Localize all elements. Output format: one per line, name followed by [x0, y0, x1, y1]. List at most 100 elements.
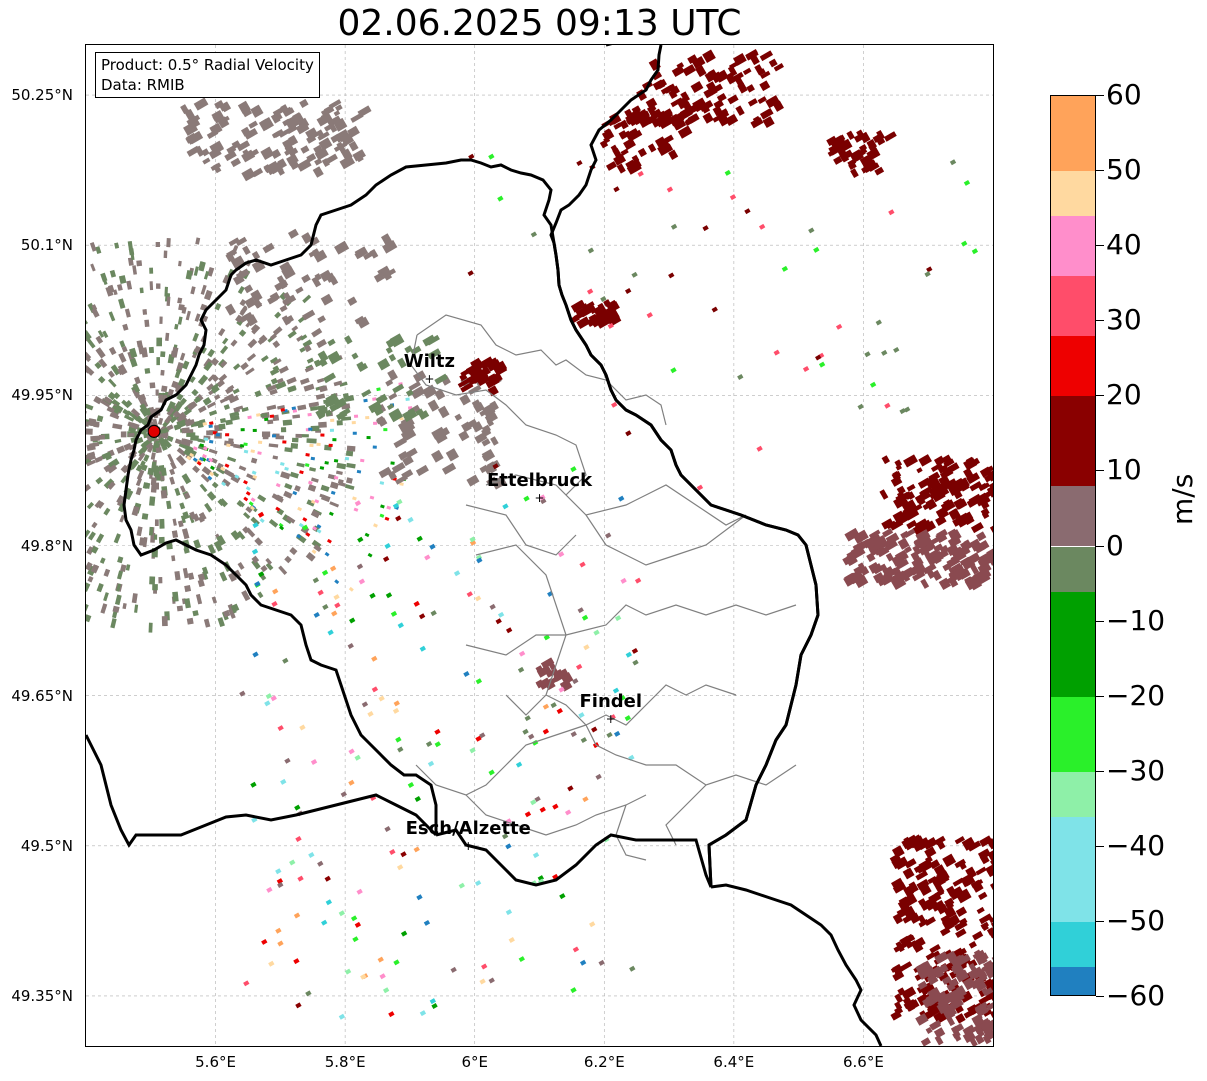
radar-echo	[962, 1024, 976, 1037]
radar-echo	[286, 153, 299, 166]
radar-echo	[899, 935, 911, 946]
radar-echo	[207, 544, 216, 555]
radar-echo	[392, 707, 400, 714]
radar-echo	[570, 731, 577, 738]
colorbar-segment	[1051, 816, 1095, 922]
radar-echo	[390, 461, 395, 465]
product-info-box: Product: 0.5° Radial Velocity Data: RMIB	[95, 52, 320, 98]
radar-echo	[347, 125, 360, 138]
radar-echo	[702, 49, 716, 63]
radar-echo	[219, 571, 228, 582]
radar-echo	[170, 461, 177, 470]
radar-echo	[250, 104, 264, 118]
velocity-colorbar	[1050, 95, 1096, 996]
radar-echo	[393, 437, 407, 449]
radar-echo	[756, 445, 763, 452]
radar-echo	[201, 453, 207, 459]
radar-echo	[971, 248, 979, 255]
radar-echo	[186, 401, 196, 410]
radar-echo	[904, 893, 918, 906]
radar-echo	[330, 133, 341, 144]
radar-echo	[121, 346, 128, 353]
radar-echo	[413, 600, 420, 607]
radar-echo	[948, 886, 965, 901]
radar-echo	[310, 758, 318, 765]
radar-echo	[274, 470, 280, 475]
radar-echo	[245, 486, 251, 491]
radar-echo	[202, 422, 208, 426]
radar-echo	[922, 563, 937, 575]
radar-echo	[666, 186, 674, 193]
radar-echo	[319, 269, 333, 283]
radar-echo	[158, 394, 164, 403]
radar-echo	[275, 868, 282, 875]
radar-echo	[920, 578, 930, 589]
radar-echo	[339, 381, 348, 387]
radar-echo	[208, 147, 222, 160]
radar-echo	[320, 433, 325, 437]
radar-echo	[195, 593, 203, 605]
radar-echo	[929, 549, 940, 558]
radar-echo	[952, 1030, 961, 1039]
radar-echo	[579, 959, 587, 966]
radar-echo	[252, 474, 258, 480]
colorbar-tick-label: −60	[1106, 979, 1166, 1012]
radar-echo	[840, 138, 853, 152]
radar-echo	[284, 757, 291, 764]
colorbar-segment	[1051, 591, 1095, 697]
radar-echo	[220, 466, 226, 472]
markers	[147, 424, 161, 438]
radar-echo	[604, 532, 612, 539]
radar-echo	[955, 888, 972, 904]
radar-echo	[91, 521, 98, 529]
radar-echo	[181, 306, 187, 314]
radar-echo	[212, 471, 220, 478]
radar-echo	[391, 461, 406, 474]
radar-echo	[759, 80, 771, 92]
radar-echo	[392, 383, 405, 394]
radar-echo	[287, 330, 297, 339]
radar-echo	[380, 233, 393, 246]
radar-echo	[114, 438, 122, 444]
radar-echo	[618, 130, 628, 139]
radar-echo	[126, 280, 133, 290]
colorbar-tick-label: −20	[1106, 678, 1166, 712]
colorbar-tick-label: −50	[1106, 903, 1166, 937]
radar-echo	[918, 883, 932, 896]
radar-echo	[342, 392, 350, 400]
radar-echo	[338, 481, 346, 487]
radar-echo	[193, 97, 209, 111]
radar-echo	[192, 457, 198, 463]
radar-echo	[963, 179, 971, 186]
radar-echo	[915, 870, 929, 881]
radar-echo	[765, 95, 780, 109]
radar-echo	[132, 388, 141, 399]
radar-echo	[835, 323, 843, 330]
radar-echo	[497, 611, 505, 618]
radar-echo	[192, 610, 199, 617]
radar-echo	[184, 419, 193, 427]
radar-echo	[938, 474, 950, 486]
radar-echo	[676, 96, 690, 110]
radar-echo	[95, 347, 106, 359]
radar-echo	[157, 417, 164, 425]
radar-echo	[306, 357, 314, 364]
lat-tick-label: 49.35°N	[11, 986, 73, 1005]
radar-echo	[266, 384, 278, 392]
radar-echo	[913, 864, 924, 873]
radar-echo	[275, 435, 285, 440]
radar-echo	[95, 476, 104, 485]
radar-echo	[257, 335, 268, 345]
radar-echo	[858, 144, 868, 152]
radar-echo	[485, 377, 498, 389]
radar-echo	[925, 1027, 933, 1034]
radar-echo	[593, 629, 600, 636]
radar-echo	[340, 416, 352, 421]
radar-echo	[895, 464, 902, 471]
radar-echo	[416, 535, 423, 542]
radar-map[interactable]	[86, 45, 993, 1046]
radar-echo	[171, 530, 179, 539]
radar-echo	[379, 481, 385, 485]
radar-echo	[982, 924, 989, 932]
radar-echo	[308, 851, 315, 858]
